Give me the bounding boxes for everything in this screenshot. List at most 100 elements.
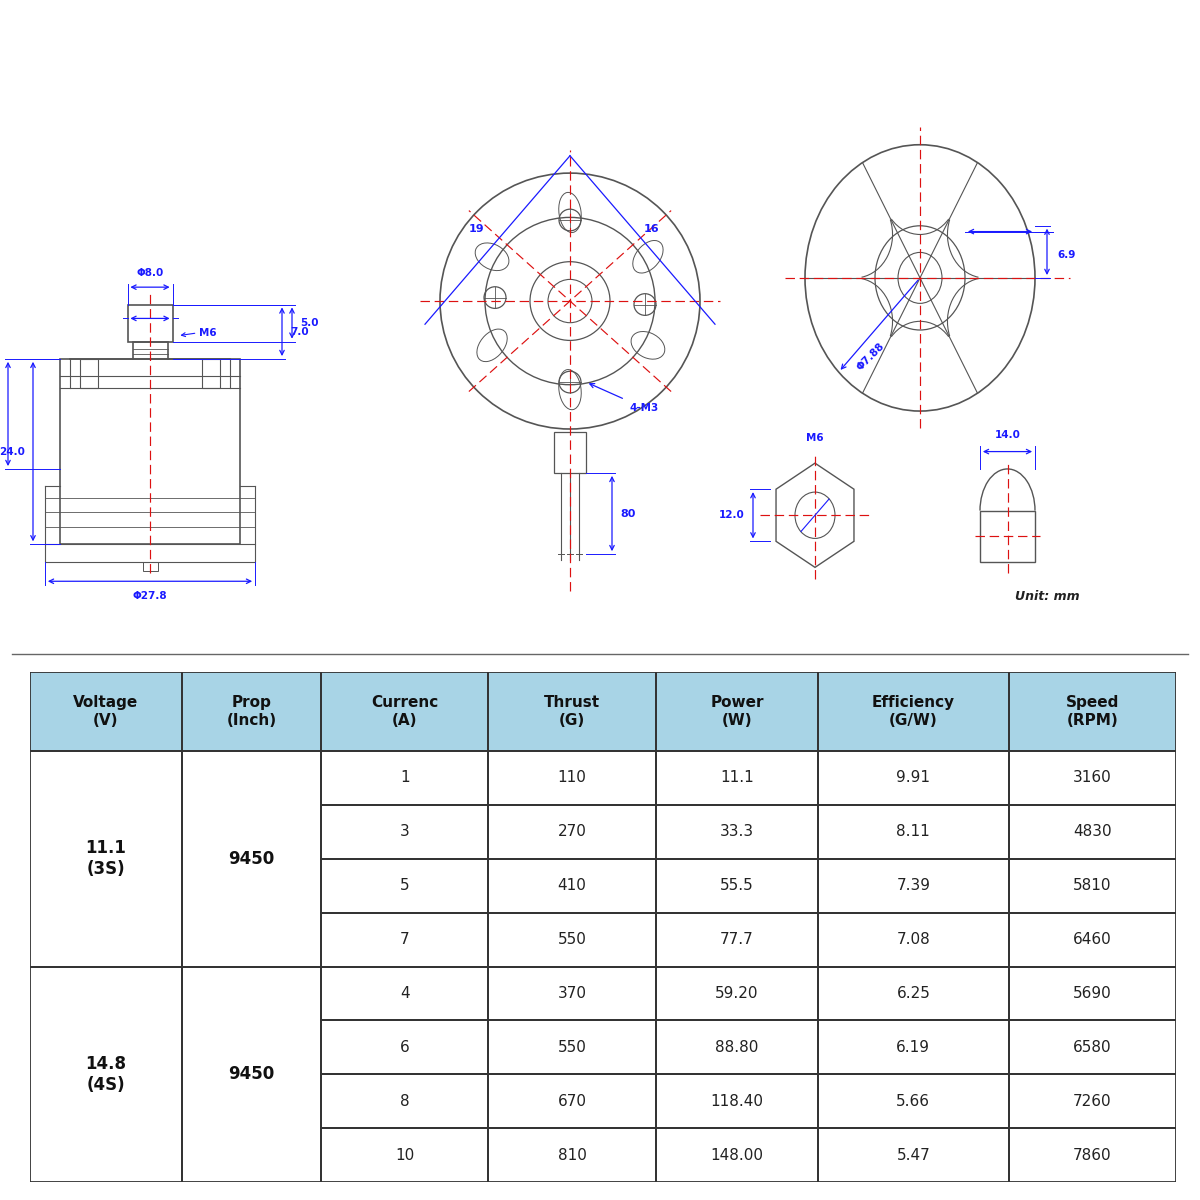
Text: 6.19: 6.19 xyxy=(896,1040,930,1055)
Text: Φ27.8: Φ27.8 xyxy=(133,590,167,600)
Bar xyxy=(1009,672,1176,751)
Bar xyxy=(655,1128,818,1182)
Text: M6: M6 xyxy=(199,328,217,338)
Bar xyxy=(655,966,818,1020)
Text: 9450: 9450 xyxy=(228,1066,275,1084)
Bar xyxy=(1009,1020,1176,1074)
Text: 80: 80 xyxy=(620,509,635,518)
Text: 16: 16 xyxy=(643,224,659,234)
Text: 14.0: 14.0 xyxy=(995,430,1020,440)
Bar xyxy=(1009,966,1176,1020)
Text: 10: 10 xyxy=(395,1147,414,1163)
Bar xyxy=(1009,805,1176,859)
Text: 6460: 6460 xyxy=(1073,932,1111,947)
Bar xyxy=(322,859,488,913)
Bar xyxy=(1009,751,1176,805)
Bar xyxy=(488,859,655,913)
Bar xyxy=(655,672,818,751)
Text: 55.5: 55.5 xyxy=(720,878,754,893)
Bar xyxy=(818,805,1009,859)
Bar xyxy=(202,359,220,388)
Text: Thrust
(G): Thrust (G) xyxy=(544,695,600,727)
Bar xyxy=(1009,1128,1176,1182)
Text: 7.08: 7.08 xyxy=(896,932,930,947)
Text: 4-M3: 4-M3 xyxy=(630,403,659,413)
Text: Voltage
(V): Voltage (V) xyxy=(73,695,138,727)
Text: 7260: 7260 xyxy=(1073,1093,1111,1109)
Bar xyxy=(182,672,322,751)
Bar xyxy=(818,672,1009,751)
Bar xyxy=(980,511,1034,562)
Text: 11.1
(3S): 11.1 (3S) xyxy=(85,839,126,878)
Text: 59.20: 59.20 xyxy=(715,986,758,1001)
Text: 148.00: 148.00 xyxy=(710,1147,763,1163)
Text: 5690: 5690 xyxy=(1073,986,1111,1001)
Text: 14.8
(4S): 14.8 (4S) xyxy=(85,1055,126,1093)
Bar xyxy=(655,913,818,966)
Text: 3160: 3160 xyxy=(1073,770,1111,786)
Bar xyxy=(182,751,322,966)
Bar xyxy=(80,359,98,388)
Bar xyxy=(322,672,488,751)
Text: 19: 19 xyxy=(469,223,485,234)
Bar xyxy=(488,1020,655,1074)
Bar xyxy=(818,966,1009,1020)
Bar xyxy=(182,966,322,1182)
Bar xyxy=(322,1128,488,1182)
Bar xyxy=(30,966,182,1182)
Bar xyxy=(127,305,173,342)
Bar xyxy=(818,913,1009,966)
Text: 8.11: 8.11 xyxy=(896,824,930,839)
Bar xyxy=(818,1020,1009,1074)
Bar xyxy=(30,751,182,966)
Text: 370: 370 xyxy=(558,986,587,1001)
Text: 9.91: 9.91 xyxy=(896,770,930,786)
Text: Φ7.88: Φ7.88 xyxy=(854,341,886,373)
Text: 8: 8 xyxy=(400,1093,409,1109)
Text: 410: 410 xyxy=(558,878,587,893)
Text: M6: M6 xyxy=(806,433,824,444)
Bar xyxy=(132,342,168,359)
Text: 33.3: 33.3 xyxy=(720,824,754,839)
Bar xyxy=(488,1074,655,1128)
Text: 7860: 7860 xyxy=(1073,1147,1111,1163)
Text: 5.66: 5.66 xyxy=(896,1093,930,1109)
Bar xyxy=(46,545,256,562)
Text: Currenc
(A): Currenc (A) xyxy=(371,695,438,727)
Bar xyxy=(655,1074,818,1128)
Text: 9450: 9450 xyxy=(228,850,275,868)
Bar xyxy=(554,432,586,473)
Bar xyxy=(322,805,488,859)
Bar xyxy=(818,1128,1009,1182)
Text: 550: 550 xyxy=(558,1040,587,1055)
Text: 4830: 4830 xyxy=(1073,824,1111,839)
Bar xyxy=(818,1074,1009,1128)
Bar xyxy=(30,672,182,751)
Bar xyxy=(322,966,488,1020)
Text: 5.47: 5.47 xyxy=(896,1147,930,1163)
Text: Power
(W): Power (W) xyxy=(710,695,763,727)
Bar xyxy=(182,672,322,751)
Bar xyxy=(322,1020,488,1074)
Text: 12.0: 12.0 xyxy=(719,510,745,521)
Text: 7.0: 7.0 xyxy=(290,326,308,337)
Text: 270: 270 xyxy=(558,824,587,839)
Bar xyxy=(1009,913,1176,966)
Text: 7: 7 xyxy=(400,932,409,947)
Bar xyxy=(488,805,655,859)
Text: 24.0: 24.0 xyxy=(0,446,25,456)
Bar xyxy=(1009,1074,1176,1128)
Text: 6.9: 6.9 xyxy=(1057,250,1075,259)
Bar xyxy=(488,672,655,751)
Text: 88.80: 88.80 xyxy=(715,1040,758,1055)
Text: 110: 110 xyxy=(558,770,587,786)
Bar xyxy=(143,562,157,571)
Text: Efficiency
(G/W): Efficiency (G/W) xyxy=(871,695,955,727)
Text: 5810: 5810 xyxy=(1073,878,1111,893)
Bar xyxy=(655,859,818,913)
Bar xyxy=(818,751,1009,805)
Bar xyxy=(488,1128,655,1182)
Bar xyxy=(322,1074,488,1128)
Text: 810: 810 xyxy=(558,1147,587,1163)
Bar xyxy=(30,672,182,751)
